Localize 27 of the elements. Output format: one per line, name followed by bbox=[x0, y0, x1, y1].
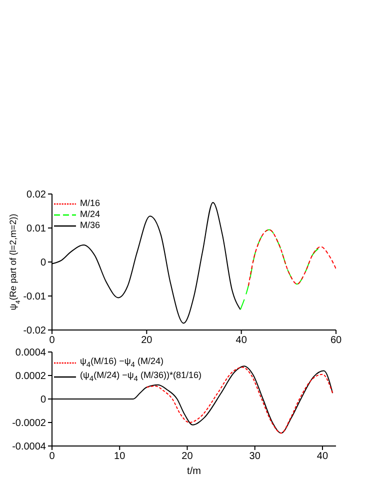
y-tick-label: -0.01 bbox=[23, 292, 46, 303]
y-tick-label: 0.02 bbox=[26, 190, 46, 201]
x-tick-label: 0 bbox=[49, 335, 56, 346]
legend-label: M/36 bbox=[80, 220, 100, 231]
x-tick-label: 60 bbox=[330, 335, 342, 346]
y-tick-label: 0.01 bbox=[26, 224, 46, 235]
x-tick-label: 20 bbox=[141, 335, 153, 346]
line-series bbox=[240, 229, 319, 310]
y-tick-label: -0.0004 bbox=[12, 442, 46, 453]
y-tick-label: 0.0004 bbox=[15, 348, 46, 359]
legend-label: M/16 bbox=[80, 198, 100, 209]
x-tick-label: 40 bbox=[316, 451, 328, 462]
y-tick-label: -0.02 bbox=[23, 326, 46, 337]
x-tick-label: 40 bbox=[236, 335, 248, 346]
y-tick-label: 0 bbox=[40, 394, 46, 406]
y-tick-label: 0.0002 bbox=[15, 371, 46, 382]
legend-label: M/24 bbox=[80, 209, 100, 220]
x-tick-label: 20 bbox=[182, 451, 194, 462]
x-tick-label: 30 bbox=[249, 451, 261, 462]
x-axis-title: t/m bbox=[187, 466, 201, 477]
legend-label: ψ$_{4}$(M/16) −ψ$_{4}$ (M/24) bbox=[80, 356, 164, 370]
y-tick-label: 0 bbox=[40, 258, 46, 269]
line-series bbox=[248, 229, 336, 286]
x-tick-label: 10 bbox=[114, 451, 126, 462]
legend-label: (ψ$_{4}$(M/24) −ψ$_{4}$ (M/36))*(81/16) bbox=[80, 370, 202, 384]
x-tick-label: 0 bbox=[49, 451, 56, 462]
y-tick-label: -0.0002 bbox=[12, 418, 46, 430]
